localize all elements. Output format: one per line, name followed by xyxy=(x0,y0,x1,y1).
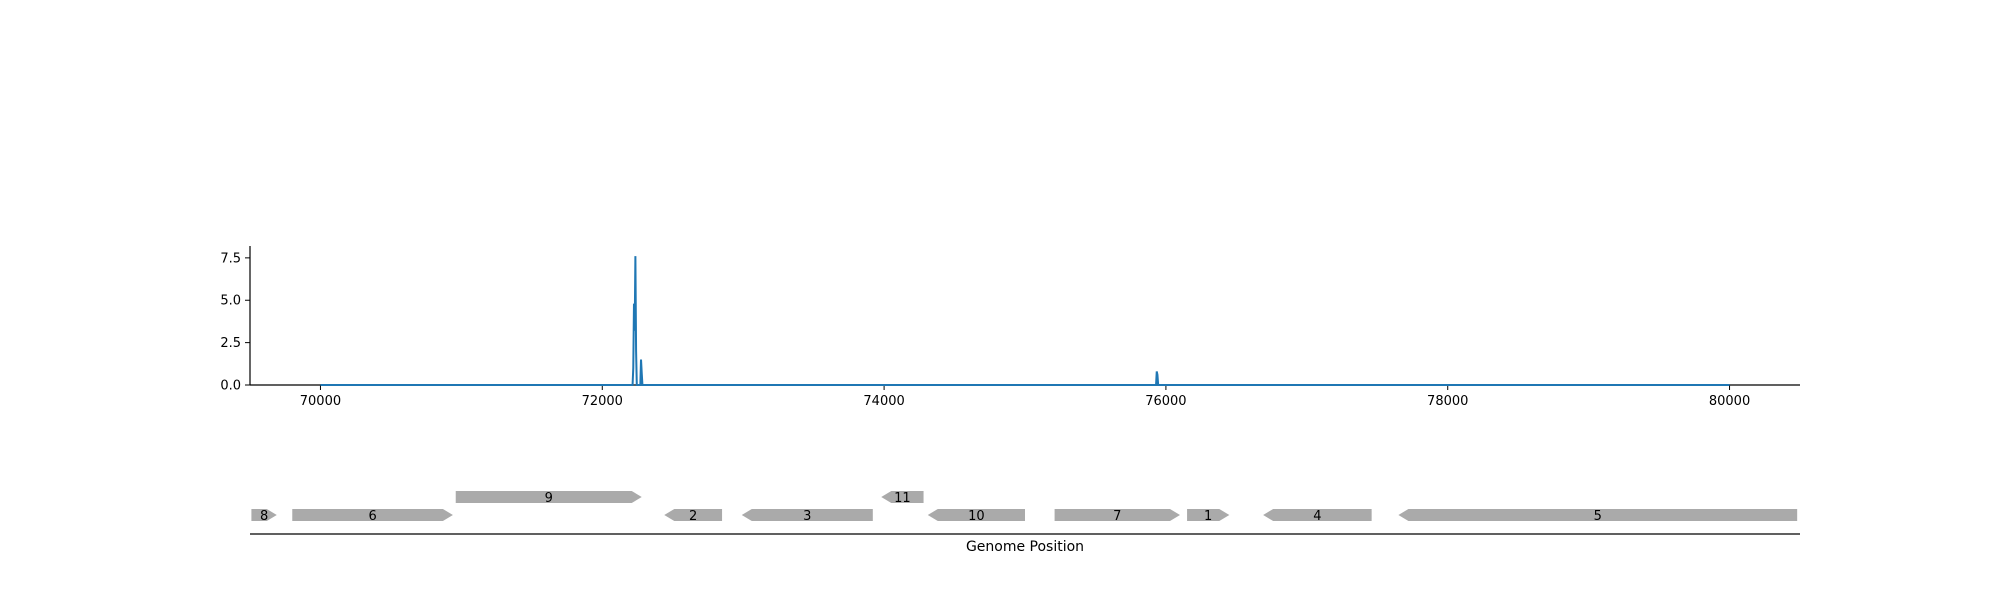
gene-label: 7 xyxy=(1113,509,1121,524)
y-tick-label: 5.0 xyxy=(220,294,241,309)
gene-label: 4 xyxy=(1313,509,1321,524)
gene-label: 11 xyxy=(894,491,911,506)
gene-arrow xyxy=(1263,509,1372,521)
gene-label: 1 xyxy=(1204,509,1212,524)
gene-arrow xyxy=(292,509,453,521)
gene-arrow xyxy=(664,509,723,521)
gene-arrow xyxy=(251,509,277,521)
gene-arrow xyxy=(1398,509,1798,521)
gene-label: 5 xyxy=(1594,509,1602,524)
x-tick-label: 70000 xyxy=(300,394,341,409)
gene-arrows: 8 6 9 2 3 11 10 7 1 4 5 xyxy=(251,491,1798,524)
coverage-plot: 0.0 2.5 5.0 7.5 70000 72000 74000 76000 78000 80… xyxy=(220,246,1800,409)
gene-label: 10 xyxy=(968,509,985,524)
gene-arrow xyxy=(1054,509,1180,521)
x-tick-label: 72000 xyxy=(582,394,623,409)
x-axis-title: Genome Position xyxy=(966,539,1084,555)
x-tick-label: 74000 xyxy=(863,394,904,409)
x-tick-label: 78000 xyxy=(1427,394,1468,409)
gene-arrow xyxy=(741,509,873,521)
y-tick-label: 2.5 xyxy=(220,336,241,351)
gene-label: 2 xyxy=(689,509,697,524)
x-ticks: 70000 72000 74000 76000 78000 80000 xyxy=(300,385,1750,409)
y-ticks: 0.0 2.5 5.0 7.5 xyxy=(220,251,250,394)
x-tick-label: 80000 xyxy=(1709,394,1750,409)
y-tick-label: 7.5 xyxy=(220,251,241,266)
x-tick-label: 76000 xyxy=(1145,394,1186,409)
gene-map: 8 6 9 2 3 11 10 7 1 4 5 Genome Position xyxy=(250,491,1800,555)
gene-arrow xyxy=(881,491,924,503)
gene-arrow xyxy=(927,509,1025,521)
gene-arrow xyxy=(1187,509,1230,521)
gene-arrow xyxy=(455,491,642,503)
gene-label: 8 xyxy=(260,509,268,524)
coverage-series-line xyxy=(320,256,1730,386)
gene-label: 3 xyxy=(803,509,811,524)
gene-label: 9 xyxy=(545,491,553,506)
y-tick-label: 0.0 xyxy=(220,379,241,394)
gene-label: 6 xyxy=(368,509,376,524)
